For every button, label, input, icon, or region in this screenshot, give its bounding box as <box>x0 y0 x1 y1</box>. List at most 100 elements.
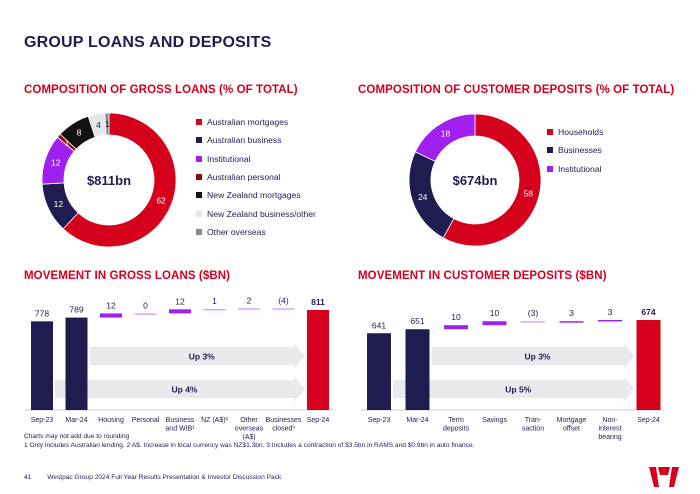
category-label-personal: Personal <box>132 417 160 424</box>
legend-item-institutional: Institutional <box>547 160 603 178</box>
growth-label: Up 3% <box>189 352 215 362</box>
bar-other-overseas-a <box>238 308 260 310</box>
bar-value-sep-23: 641 <box>372 320 386 330</box>
category-label-business-and-wib: Business and WIB¹ <box>165 417 195 432</box>
bar-value-sep-24: 674 <box>641 307 655 317</box>
legend-label: Australian personal <box>207 172 281 183</box>
bar-sep-23 <box>367 333 391 410</box>
bar-value-tran-saction: (3) <box>528 308 539 318</box>
westpac-w-icon <box>649 467 679 487</box>
legend-swatch <box>196 119 202 126</box>
bar-non-interest-bearing <box>598 320 622 322</box>
legend-swatch <box>196 192 202 199</box>
slice-label-institutional: 12 <box>51 158 61 168</box>
legend-item-australian-business: Australian business <box>196 131 316 149</box>
growth-arrow <box>55 376 305 402</box>
bar-value-other-overseas-a: 2 <box>247 295 252 305</box>
growth-label: Up 5% <box>505 385 531 395</box>
category-label-sep-23: Sep-23 <box>368 417 391 424</box>
bar-value-mar-24: 789 <box>69 305 83 315</box>
legend-label: Households <box>558 127 604 138</box>
growth-label: Up 3% <box>525 352 551 362</box>
legend-swatch <box>196 137 202 144</box>
bar-value-business-and-wib: 12 <box>175 296 185 306</box>
donut-center-label: $674bn <box>453 173 498 188</box>
slice-label-new-zealand-business-other: 4 <box>96 120 101 130</box>
footer: 41 Westpac Group 2024 Full Year Results … <box>24 474 281 481</box>
slice-label-new-zealand-mortgages: 8 <box>77 128 82 138</box>
slice-label-australian-business: 12 <box>54 199 64 209</box>
bar-value-businesses-closed: (4) <box>278 295 289 305</box>
slice-businesses <box>408 151 455 239</box>
legend-label: Institutional <box>207 153 251 164</box>
bar-business-and-wib <box>169 309 191 314</box>
slice-other-overseas <box>104 112 110 136</box>
legend-item-new-zealand-mortgages: New Zealand mortgages <box>196 186 316 204</box>
deposits-legend: Households Businesses Institutional <box>547 123 603 178</box>
category-label-non-interest-bearing: Non-interest bearing <box>598 417 621 441</box>
bar-sep-24 <box>636 320 661 410</box>
legend-label: Institutional <box>558 163 602 174</box>
deposits-composition-title: COMPOSITION OF CUSTOMER DEPOSITS (% OF T… <box>358 84 675 96</box>
legend-swatch <box>196 174 202 181</box>
footnote-rounding: Charts may not add due to rounding <box>24 433 130 440</box>
slice-institutional <box>414 113 476 162</box>
category-label-tran-saction: Tran-saction <box>522 417 544 432</box>
footer-text: Westpac Group 2024 Full Year Results Pre… <box>47 474 282 481</box>
category-label-term-deposits: Term deposits <box>443 417 470 432</box>
bar-value-housing: 12 <box>106 300 116 310</box>
slice-label-institutional: 18 <box>441 129 451 139</box>
footnote-details: 1 Only includes Australian lending. 2 A$… <box>24 442 475 449</box>
category-label-nz-a: NZ (A$)² <box>201 417 229 424</box>
category-label-mar-24: Mar-24 <box>406 417 428 424</box>
slice-label-australian-personal: 1 <box>65 138 70 148</box>
category-label-sep-24: Sep-24 <box>307 417 330 424</box>
loans-movement-title: MOVEMENT IN GROSS LOANS ($BN) <box>24 270 231 282</box>
bar-value-nz-a: 1 <box>212 296 217 306</box>
bar-mar-24 <box>65 317 88 410</box>
growth-label: Up 4% <box>172 385 198 395</box>
slice-label-households: 58 <box>524 189 534 199</box>
deposits-movement-title: MOVEMENT IN CUSTOMER DEPOSITS ($BN) <box>358 270 607 282</box>
growth-arrow <box>431 343 635 369</box>
bar-value-sep-23: 778 <box>35 308 49 318</box>
bar-housing <box>100 313 122 318</box>
bar-personal <box>134 313 157 315</box>
loans-waterfall-chart: Up 3%Up 4%778Sep-23789Mar-2412Housing0Pe… <box>25 295 333 441</box>
category-label-mar-24: Mar-24 <box>65 417 87 424</box>
legend-item-institutional: Institutional <box>196 150 316 168</box>
bar-value-savings: 10 <box>490 308 500 318</box>
legend-label: Other overseas <box>207 226 266 237</box>
slice-label-other-overseas: 1 <box>105 119 110 129</box>
legend-item-australian-personal: Australian personal <box>196 168 316 186</box>
deposits-donut-chart: 58 24 18 $674bn <box>408 113 542 247</box>
bar-value-mar-24: 651 <box>410 316 424 326</box>
bar-mortgage-offset <box>559 321 584 323</box>
bar-value-mortgage-offset: 3 <box>569 308 574 318</box>
bar-value-non-interest-bearing: 3 <box>608 307 613 317</box>
donut-center-label: $811bn <box>87 173 131 188</box>
bar-term-deposits <box>444 325 468 330</box>
legend-item-other-overseas: Other overseas <box>196 223 316 241</box>
legend-item-australian-mortgages: Australian mortgages <box>196 113 316 131</box>
bar-tran-saction <box>521 321 545 323</box>
deposits-waterfall-chart: Up 3% Up 5% 641 Sep-23 651 Mar-24 10 Term deposi… <box>361 307 665 441</box>
legend-label: Australian business <box>207 135 282 146</box>
category-label-mortgage-offset: Mortgage offset <box>557 417 587 432</box>
category-label-businesses-closed: Businesses closed³ <box>266 417 302 432</box>
loans-composition-title: COMPOSITION OF GROSS LOANS (% OF TOTAL) <box>24 84 298 96</box>
bar-value-personal: 0 <box>143 300 148 310</box>
legend-label: New Zealand mortgages <box>207 190 301 201</box>
legend-label: New Zealand business/other <box>207 208 316 219</box>
legend-item-new-zealand-business-other: New Zealand business/other <box>196 204 316 222</box>
bar-sep-23 <box>31 321 53 410</box>
growth-arrow <box>89 343 305 369</box>
category-label-savings: Savings <box>482 417 507 424</box>
legend-item-businesses: Businesses <box>547 141 603 159</box>
page-title: GROUP LOANS AND DEPOSITS <box>24 34 272 51</box>
legend-item-households: Households <box>547 123 603 141</box>
bar-sep-24 <box>307 310 329 410</box>
growth-arrow <box>393 376 635 402</box>
slice-households <box>442 113 542 247</box>
